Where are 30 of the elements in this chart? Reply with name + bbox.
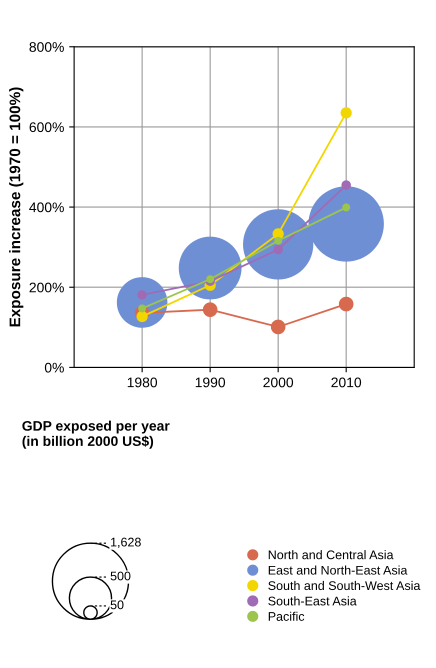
legend-label: Pacific <box>268 612 304 621</box>
y-tick-label: 400% <box>29 202 64 212</box>
x-tick-label: 2010 <box>331 377 362 388</box>
y-axis-title: Exposure increase (1970 = 100%) <box>9 87 24 326</box>
point <box>202 302 218 317</box>
y-tick-label: 0% <box>44 362 64 373</box>
x-tick-label: 2000 <box>263 377 294 388</box>
point <box>274 236 282 245</box>
x-tick-label: 1990 <box>196 377 226 388</box>
legend-label: 1,628 <box>111 538 141 548</box>
y-tick-label: 600% <box>30 122 64 132</box>
point <box>340 107 352 119</box>
point <box>206 275 214 284</box>
legend-label: 500 <box>110 572 130 580</box>
point <box>273 244 283 254</box>
legend-label: East and North-East Asia <box>268 565 408 575</box>
point <box>137 290 147 300</box>
y-tick-label: 200% <box>30 282 64 292</box>
y-tick-label: 800% <box>29 42 64 52</box>
point <box>338 296 354 312</box>
point <box>341 180 351 190</box>
point <box>270 320 286 334</box>
x-tick-label: 1980 <box>128 377 158 388</box>
legend-label: 50 <box>110 600 124 610</box>
legend-title: GDP exposed per year (in billion 2000 US$) <box>22 420 170 449</box>
point <box>342 204 350 212</box>
legend-label: North and Central Asia <box>268 550 394 560</box>
point <box>136 310 148 322</box>
legend-label: South-East Asia <box>268 596 357 606</box>
legend-label: South and South-West Asia <box>268 580 420 590</box>
